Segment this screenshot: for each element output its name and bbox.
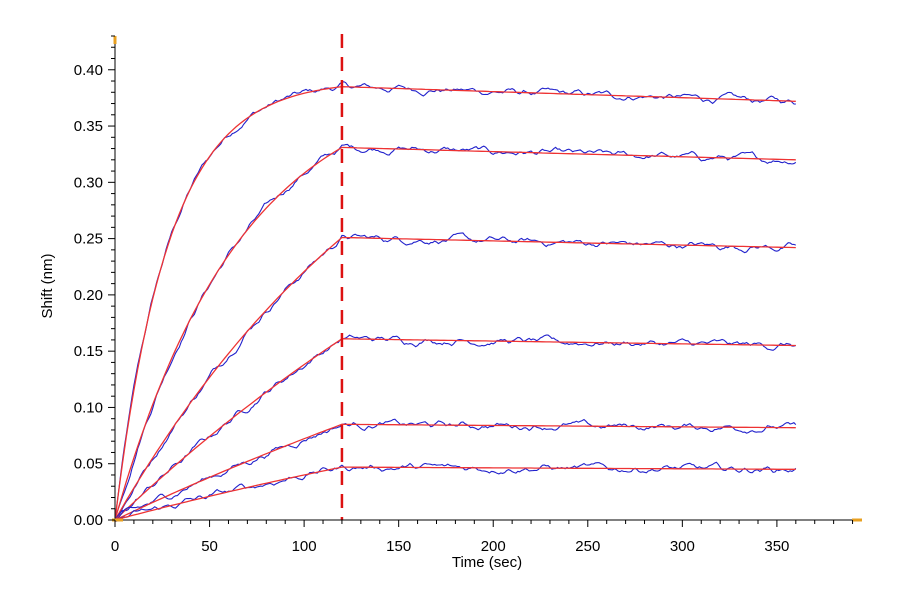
fit-curve-2 <box>114 146 796 521</box>
axes: 0 50 100 150 200 250 300 350 0.00 0.05 0.10 0.15 0.2… <box>74 35 862 555</box>
y-tick-label: 0.25 <box>74 231 103 248</box>
data-trace-2 <box>114 143 797 520</box>
x-tick-label: 350 <box>764 538 789 555</box>
data-trace-3 <box>114 232 796 521</box>
data-trace-4 <box>114 334 796 521</box>
x-tick-label: 250 <box>575 538 600 555</box>
x-tick-label: 200 <box>481 538 506 555</box>
y-tick-label: 0.40 <box>74 62 103 79</box>
y-tick-label: 0.30 <box>74 174 103 191</box>
y-tick-label: 0.10 <box>74 399 103 416</box>
x-tick-label: 0 <box>111 538 119 555</box>
y-tick-label: 0.15 <box>74 343 103 360</box>
x-tick-label: 300 <box>670 538 695 555</box>
fit-curve-4 <box>114 338 796 521</box>
fit-curve-3 <box>114 236 796 521</box>
y-tick-label: 0.35 <box>74 118 103 135</box>
fit-curve-6 <box>114 466 796 521</box>
y-tick-label: 0.05 <box>74 456 103 473</box>
y-tick-label: 0.20 <box>74 287 103 304</box>
x-tick-label: 50 <box>201 538 218 555</box>
data-trace-6 <box>114 461 797 522</box>
x-tick-label: 150 <box>386 538 411 555</box>
data-trace-1 <box>114 81 796 520</box>
x-tick-label: 100 <box>292 538 317 555</box>
fit-curve-1 <box>114 86 796 521</box>
y-axis-title: Shift (nm) <box>39 253 56 318</box>
x-axis-title: Time (sec) <box>452 554 522 571</box>
fit-curve-5 <box>114 423 796 521</box>
plot-area <box>114 34 797 522</box>
y-tick-label: 0.00 <box>74 512 103 529</box>
